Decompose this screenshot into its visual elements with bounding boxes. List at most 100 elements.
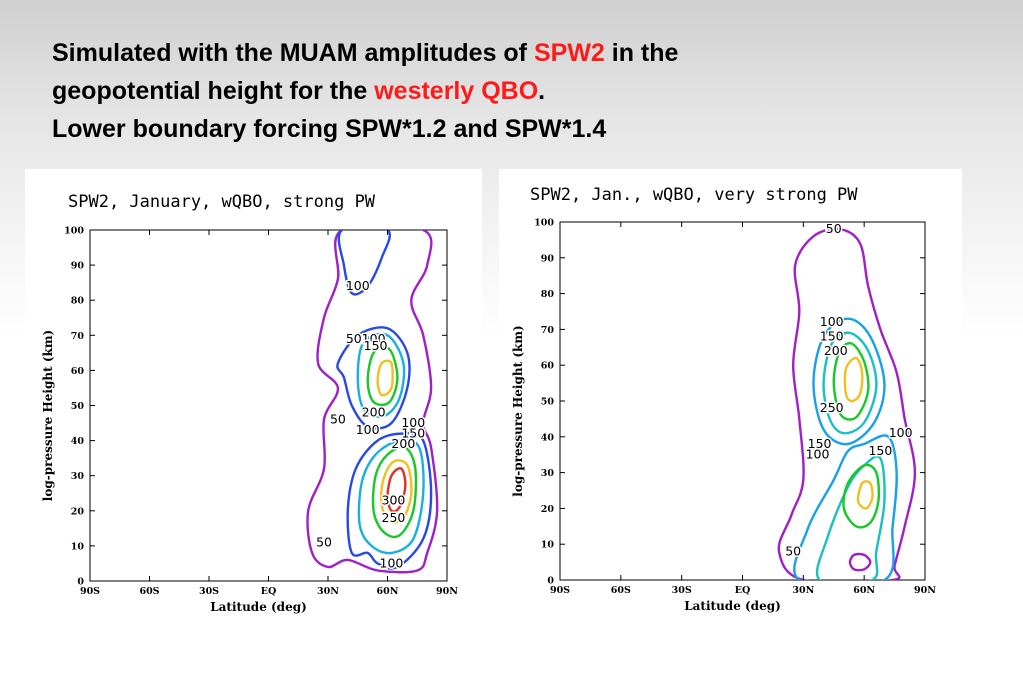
- contour-label: 50: [785, 543, 801, 558]
- y-tick-label: 80: [71, 296, 85, 307]
- contour-label: 300: [382, 492, 406, 507]
- contour-250: [843, 356, 864, 403]
- y-tick-label: 80: [541, 289, 555, 300]
- y-tick-label: 70: [541, 325, 555, 336]
- chart-title: SPW2, Jan., wQBO, very strong PW: [530, 185, 858, 205]
- contour-250: [379, 459, 413, 524]
- y-tick-label: 90: [71, 261, 85, 272]
- chart-panel-left: SPW2, January, wQBO, strong PW 100 50 100 15…: [25, 169, 482, 624]
- contour-100: [336, 326, 411, 430]
- contour-300: [386, 467, 407, 513]
- plot-frame: [559, 221, 926, 581]
- x-tick-label: 30N: [792, 585, 814, 596]
- title-line-1: Simulated with the MUAM amplitudes of SP…: [52, 34, 992, 72]
- y-tick-label: 90: [541, 253, 555, 264]
- x-axis-label: Latitude (deg): [210, 600, 307, 614]
- contour-label: 100: [362, 331, 386, 346]
- title-highlight-spw2: SPW2: [533, 39, 605, 67]
- y-tick-label: 40: [541, 432, 555, 443]
- y-tick-label: 60: [71, 366, 85, 377]
- contour-200: [366, 346, 399, 407]
- x-tick-label: 90S: [80, 586, 100, 597]
- contour-label: 50: [330, 412, 346, 427]
- x-tick-label: 60S: [611, 585, 631, 596]
- contour-100: [337, 230, 392, 296]
- contour-50: [848, 552, 872, 572]
- x-tick-label: 90N: [914, 585, 936, 596]
- y-tick-label: 100: [64, 226, 84, 237]
- contour-100: [346, 432, 433, 570]
- y-tick-label: 0: [547, 576, 554, 587]
- contour-200: [832, 342, 870, 421]
- contour-label: 150: [364, 338, 388, 353]
- contour-100: [793, 434, 898, 580]
- contour-label: 200: [824, 343, 848, 358]
- contour-label: 100: [356, 422, 380, 437]
- title-line-2-part-c: .: [538, 77, 546, 105]
- contour-150: [815, 455, 886, 580]
- title-line-1-part-c: in the: [604, 39, 679, 67]
- y-axis-label: log-pressure Height (km): [511, 325, 525, 496]
- x-tick-label: 30S: [199, 586, 219, 597]
- x-tick-label: 30S: [672, 585, 692, 596]
- y-tick-label: 20: [541, 504, 555, 515]
- contour-label: 50: [316, 534, 332, 549]
- contour-chart-right: SPW2, Jan., wQBO, very strong PW50100150…: [511, 185, 936, 613]
- contour-label: 150: [808, 436, 832, 451]
- x-tick-label: 60N: [853, 585, 875, 596]
- y-tick-label: 50: [541, 397, 555, 408]
- y-tick-label: 30: [541, 468, 555, 479]
- x-tick-label: EQ: [261, 586, 277, 597]
- contour-150: [356, 332, 406, 418]
- contour-label: 50: [826, 221, 842, 236]
- contour-label: 150: [401, 426, 425, 441]
- contour-label: 100: [820, 314, 844, 329]
- contour-200: [842, 463, 881, 529]
- contour-label: 100: [806, 447, 830, 462]
- contour-lines: [306, 230, 439, 574]
- y-tick-label: 0: [77, 577, 84, 588]
- y-tick-label: 30: [71, 471, 85, 482]
- x-tick-label: 90N: [436, 586, 458, 597]
- title-line-2: geopotential height for the westerly QBO…: [52, 72, 992, 110]
- contour-200: [371, 445, 418, 539]
- contour-label: 100: [889, 425, 913, 440]
- contour-label: 100: [346, 278, 370, 293]
- contour-label: 50: [346, 331, 362, 346]
- x-tick-label: 60S: [139, 586, 159, 597]
- y-tick-label: 50: [71, 401, 85, 412]
- x-tick-label: 30N: [317, 586, 339, 597]
- chart-title: SPW2, January, wQBO, strong PW: [68, 192, 376, 212]
- contour-label: 200: [362, 405, 386, 420]
- title-highlight-qbo: westerly QBO: [374, 77, 539, 105]
- contour-label: 150: [868, 443, 892, 458]
- y-tick-label: 10: [71, 541, 85, 552]
- contour-100: [812, 317, 886, 446]
- title-line-3: Lower boundary forcing SPW*1.2 and SPW*1…: [52, 115, 607, 143]
- contour-label: 100: [380, 555, 404, 570]
- contour-150: [822, 331, 878, 435]
- contour-label: 250: [382, 510, 406, 525]
- y-tick-label: 100: [534, 218, 554, 229]
- contour-lines: [777, 227, 917, 580]
- x-axis-label: Latitude (deg): [684, 599, 781, 613]
- y-tick-label: 10: [541, 540, 555, 551]
- y-tick-label: 40: [71, 436, 85, 447]
- chart-panel-right: SPW2, Jan., wQBO, very strong PW 50 100 150…: [499, 169, 962, 624]
- x-tick-label: 60N: [377, 586, 399, 597]
- y-tick-label: 20: [71, 506, 85, 517]
- contour-label: 100: [401, 415, 425, 430]
- slide-title: Simulated with the MUAM amplitudes of SP…: [52, 34, 992, 148]
- x-tick-label: EQ: [735, 585, 751, 596]
- contour-50: [306, 230, 439, 574]
- title-line-1-part-a: Simulated with the MUAM amplitudes of: [52, 39, 534, 67]
- contour-label: 150: [820, 329, 844, 344]
- contour-250: [856, 480, 874, 510]
- y-tick-label: 60: [541, 361, 555, 372]
- x-tick-label: 90S: [550, 585, 570, 596]
- title-line-2-part-a: geopotential height for the: [52, 77, 375, 105]
- contour-150: [357, 438, 425, 555]
- y-tick-label: 70: [71, 331, 85, 342]
- contour-250: [376, 359, 394, 397]
